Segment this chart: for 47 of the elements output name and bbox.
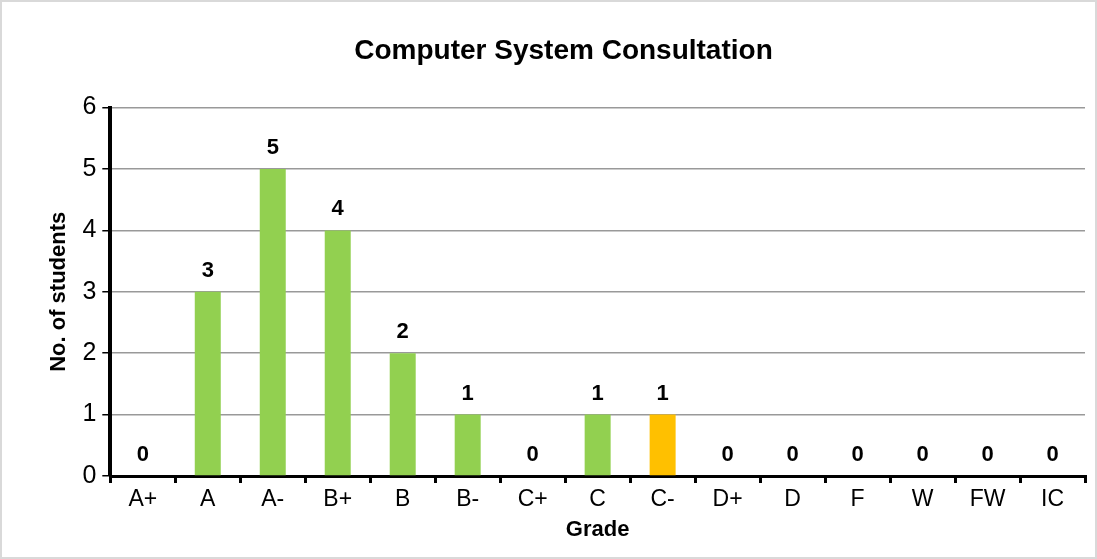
- y-axis-title: No. of students: [45, 211, 71, 372]
- x-tick-label: B-: [456, 485, 480, 512]
- x-tick-label: B+: [323, 485, 353, 512]
- data-label: 1: [461, 379, 474, 405]
- x-tick-label: C: [589, 485, 606, 512]
- x-tick-label: FW: [969, 485, 1006, 512]
- data-label: 0: [851, 441, 864, 467]
- y-tick-label: 2: [82, 337, 97, 366]
- data-label: 0: [526, 441, 539, 467]
- bar: [259, 169, 286, 476]
- x-tick-label: C+: [517, 485, 548, 512]
- bar: [649, 414, 676, 476]
- y-tick-label: 4: [82, 214, 97, 243]
- bar: [454, 414, 481, 476]
- y-tick-label: 3: [82, 275, 97, 304]
- chart-title: Computer System Consultation: [354, 33, 773, 65]
- data-label: 4: [331, 195, 345, 221]
- bar: [389, 353, 416, 476]
- x-tick-label: D: [784, 485, 801, 512]
- data-label: 3: [201, 256, 214, 282]
- data-label: 0: [721, 441, 734, 467]
- bar: [584, 414, 611, 476]
- x-tick-label: A: [200, 485, 217, 512]
- x-axis-title: Grade: [565, 515, 630, 541]
- x-tick-label: A+: [128, 485, 158, 512]
- x-tick-label: W: [911, 485, 934, 512]
- y-tick-label: 1: [82, 398, 97, 427]
- data-label: 0: [786, 441, 799, 467]
- x-tick-label: F: [850, 485, 865, 512]
- y-tick-label: 6: [82, 91, 97, 120]
- y-tick-label: 0: [82, 459, 97, 488]
- data-label: 2: [396, 318, 409, 344]
- x-tick-label: B: [395, 485, 411, 512]
- x-tick-label: D+: [712, 485, 743, 512]
- data-label: 0: [1046, 441, 1059, 467]
- data-label: 0: [981, 441, 994, 467]
- data-label: 0: [136, 441, 149, 467]
- data-label: 1: [591, 379, 604, 405]
- y-tick-label: 5: [82, 152, 97, 181]
- x-tick-label: IC: [1041, 485, 1065, 512]
- data-label: 5: [266, 134, 279, 160]
- bar: [194, 291, 221, 476]
- data-label: 0: [916, 441, 929, 467]
- x-tick-label: C-: [650, 485, 675, 512]
- x-tick-label: A-: [261, 485, 285, 512]
- data-label: 1: [656, 379, 669, 405]
- bar: [324, 230, 351, 476]
